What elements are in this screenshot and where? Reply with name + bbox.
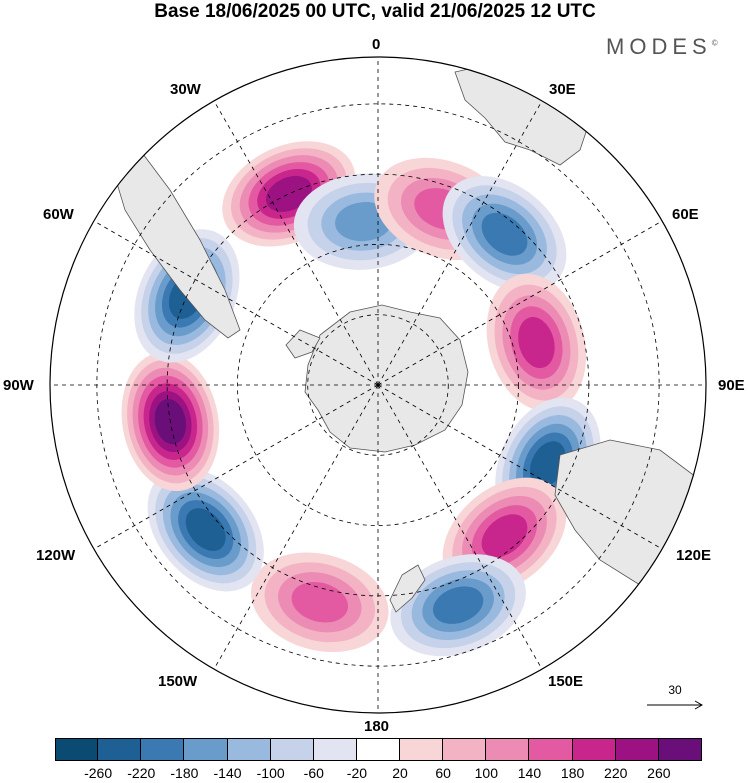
colorbar-swatch	[141, 738, 185, 761]
antarctica-landmass	[304, 304, 469, 453]
anomaly-contour	[185, 508, 226, 551]
modes-logo: MODES©	[606, 34, 718, 60]
brand-mark: ©	[711, 38, 718, 48]
colorbar-swatch	[529, 738, 573, 761]
lon-label-90w: 90W	[3, 377, 34, 394]
polar-map	[49, 56, 707, 714]
meridian-line	[377, 100, 543, 386]
colorbar-swatch	[313, 738, 357, 761]
colorbar-swatch	[400, 738, 444, 761]
colorbar-swatch	[270, 738, 314, 761]
colorbar-swatch	[227, 738, 271, 761]
lon-label-120w: 120W	[36, 547, 76, 564]
lon-label-30w: 30W	[170, 81, 201, 98]
colorbar-label: -20	[346, 765, 368, 781]
anomaly-east-pacific-low	[147, 467, 264, 592]
anomaly-contour	[481, 212, 528, 256]
meridian-line	[93, 384, 379, 550]
latitude-circle	[307, 314, 449, 456]
colorbar-label: 260	[647, 765, 671, 781]
colorbar-swatch	[615, 738, 659, 761]
new-zealand-landmass	[389, 564, 426, 613]
colorbar-swatch	[184, 738, 228, 761]
lon-label-180: 180	[364, 718, 390, 735]
south-america-landmass	[109, 149, 241, 339]
colorbar-labels: -260 -220 -180 -140 -100 -60 -20 20 60 100 140 180 2…	[0, 765, 750, 783]
meridian-line	[213, 384, 379, 670]
colorbar-label: -100	[256, 765, 285, 781]
colorbar-label: 60	[435, 765, 451, 781]
anomaly-contour	[518, 317, 555, 369]
lon-label-90e: 90E	[718, 377, 745, 394]
latitude-circle	[237, 244, 519, 526]
lon-label-150w: 150W	[158, 673, 198, 690]
colorbar-label: -260	[84, 765, 113, 781]
colorbar-label: 220	[604, 765, 628, 781]
graticule	[50, 57, 706, 713]
meridian-line	[377, 384, 543, 670]
anomaly-pacific-high	[251, 552, 389, 653]
reference-vector: 30	[645, 683, 705, 713]
colorbar-swatch	[486, 738, 530, 761]
colorbar-label: -140	[213, 765, 242, 781]
anomaly-south-indian-low	[442, 176, 567, 293]
lon-label-120e: 120E	[676, 547, 712, 564]
meridian-line	[377, 220, 663, 386]
colorbar-swatch	[658, 738, 702, 761]
colorbar-label: 100	[474, 765, 499, 781]
meridian-line	[213, 100, 379, 386]
lon-label-60w: 60W	[43, 206, 74, 223]
colorbar-label: -180	[170, 765, 199, 781]
reference-arrow-icon	[647, 700, 704, 710]
reference-vector-label: 30	[668, 683, 682, 697]
colorbar-label: -220	[127, 765, 156, 781]
anomaly-contour	[529, 441, 566, 488]
meridian-line	[93, 220, 379, 386]
anomaly-contour	[432, 586, 484, 624]
colorbar-swatch	[572, 738, 616, 761]
colorbar-swatch	[356, 738, 401, 761]
lon-label-0: 0	[372, 36, 381, 53]
brand-text: MODES	[606, 34, 712, 59]
lon-label-60e: 60E	[672, 206, 699, 223]
colorbar-label: 20	[392, 765, 408, 781]
map-title: Base 18/06/2025 00 UTC, valid 21/06/2025…	[154, 1, 596, 22]
colorbar-swatch	[98, 738, 142, 761]
colorbar-label: -60	[303, 765, 324, 781]
map-border	[49, 56, 707, 714]
anomaly-contour	[291, 581, 349, 623]
colorbar-swatch	[443, 738, 487, 761]
anomaly-contour	[265, 175, 312, 212]
meridian-line	[377, 384, 663, 550]
lon-label-150e: 150E	[548, 673, 584, 690]
lon-label-30e: 30E	[549, 81, 576, 98]
anomaly-contour	[481, 514, 528, 558]
colorbar-swatch	[55, 738, 99, 761]
colorbar-label: 140	[517, 765, 542, 781]
colorbar	[55, 738, 702, 761]
colorbar-label: 180	[560, 765, 585, 781]
